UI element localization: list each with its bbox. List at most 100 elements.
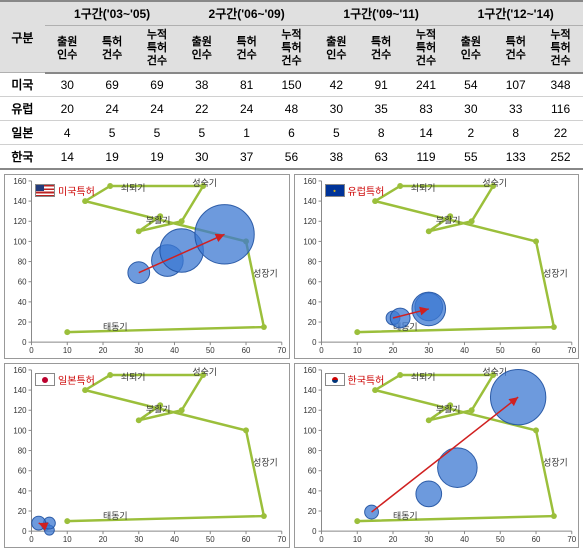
svg-text:태동기: 태동기 — [103, 322, 128, 332]
cell: 91 — [359, 73, 404, 97]
svg-text:성장기: 성장기 — [543, 269, 568, 279]
cell: 2 — [448, 121, 493, 145]
svg-text:30: 30 — [134, 346, 143, 355]
sub-header: 특허건수 — [224, 26, 269, 73]
cell: 14 — [404, 121, 449, 145]
cell: 116 — [538, 97, 583, 121]
svg-text:70: 70 — [277, 346, 286, 355]
chart-미국특허: 미국특허010203040506070020406080100120140160… — [4, 174, 290, 359]
svg-text:60: 60 — [18, 467, 27, 476]
cell: 38 — [179, 73, 224, 97]
svg-text:140: 140 — [13, 386, 27, 395]
svg-text:20: 20 — [388, 346, 397, 355]
sub-header: 출원인수 — [448, 26, 493, 73]
svg-text:0: 0 — [22, 527, 27, 536]
svg-text:60: 60 — [18, 278, 27, 287]
cell: 8 — [493, 121, 538, 145]
row-label: 미국 — [0, 73, 45, 97]
chart-한국특허: 한국특허010203040506070020406080100120140160… — [294, 363, 580, 548]
svg-text:120: 120 — [303, 217, 317, 226]
svg-text:20: 20 — [388, 535, 397, 544]
flag-icon — [35, 184, 55, 197]
cell: 20 — [45, 97, 90, 121]
svg-text:50: 50 — [206, 346, 215, 355]
svg-text:20: 20 — [307, 507, 316, 516]
svg-text:20: 20 — [99, 535, 108, 544]
cell: 30 — [45, 73, 90, 97]
cell: 48 — [269, 97, 314, 121]
flag-icon — [325, 373, 345, 386]
svg-text:0: 0 — [312, 527, 317, 536]
svg-text:50: 50 — [495, 535, 504, 544]
svg-text:쇠퇴기: 쇠퇴기 — [121, 183, 146, 193]
chart-title: 미국특허 — [35, 183, 95, 198]
cell: 30 — [314, 97, 359, 121]
svg-text:140: 140 — [303, 386, 317, 395]
svg-text:80: 80 — [18, 258, 27, 267]
cell: 1 — [224, 121, 269, 145]
sub-header: 출원인수 — [45, 26, 90, 73]
cell: 5 — [179, 121, 224, 145]
cell: 30 — [179, 145, 224, 170]
cell: 241 — [404, 73, 449, 97]
cell: 6 — [269, 121, 314, 145]
svg-text:0: 0 — [22, 338, 27, 347]
sub-header: 누적특허건수 — [135, 26, 180, 73]
cell: 24 — [135, 97, 180, 121]
svg-text:60: 60 — [242, 346, 251, 355]
svg-text:40: 40 — [460, 346, 469, 355]
svg-text:10: 10 — [63, 535, 72, 544]
svg-text:0: 0 — [319, 346, 324, 355]
sub-header: 출원인수 — [179, 26, 224, 73]
svg-text:성장기: 성장기 — [253, 269, 278, 279]
svg-text:부활기: 부활기 — [146, 403, 171, 414]
cell: 22 — [538, 121, 583, 145]
cell: 150 — [269, 73, 314, 97]
cell: 37 — [224, 145, 269, 170]
cell: 4 — [45, 121, 90, 145]
cell: 24 — [224, 97, 269, 121]
svg-text:160: 160 — [13, 366, 27, 375]
svg-text:40: 40 — [170, 535, 179, 544]
svg-text:0: 0 — [29, 346, 34, 355]
col-period-1: 1구간('03~'05) — [45, 1, 180, 26]
svg-text:태동기: 태동기 — [103, 511, 128, 521]
cell: 19 — [135, 145, 180, 170]
svg-text:40: 40 — [460, 535, 469, 544]
svg-text:20: 20 — [18, 507, 27, 516]
col-period-2: 2구간('06~'09) — [179, 1, 314, 26]
cell: 252 — [538, 145, 583, 170]
svg-text:120: 120 — [303, 406, 317, 415]
cell: 22 — [179, 97, 224, 121]
cell: 38 — [314, 145, 359, 170]
svg-text:성숙기: 성숙기 — [192, 178, 217, 188]
svg-text:80: 80 — [307, 258, 316, 267]
svg-text:10: 10 — [352, 535, 361, 544]
chart-svg: 010203040506070020406080100120140160태동기성… — [5, 175, 289, 358]
cell: 35 — [359, 97, 404, 121]
cell: 133 — [493, 145, 538, 170]
patent-table: 구분 1구간('03~'05) 2구간('06~'09) 1구간('09~'11… — [0, 0, 583, 170]
svg-text:부활기: 부활기 — [435, 214, 460, 225]
sub-header: 특허건수 — [90, 26, 135, 73]
col-category: 구분 — [0, 1, 45, 73]
svg-text:쇠퇴기: 쇠퇴기 — [410, 372, 435, 382]
svg-text:70: 70 — [277, 535, 286, 544]
svg-text:140: 140 — [303, 197, 317, 206]
cell: 81 — [224, 73, 269, 97]
cell: 14 — [45, 145, 90, 170]
svg-text:60: 60 — [307, 467, 316, 476]
cell: 5 — [314, 121, 359, 145]
cell: 30 — [448, 97, 493, 121]
svg-text:60: 60 — [531, 535, 540, 544]
svg-text:0: 0 — [312, 338, 317, 347]
cell: 63 — [359, 145, 404, 170]
svg-text:성숙기: 성숙기 — [482, 178, 507, 188]
svg-text:40: 40 — [170, 346, 179, 355]
svg-text:쇠퇴기: 쇠퇴기 — [410, 183, 435, 193]
svg-text:100: 100 — [13, 237, 27, 246]
svg-text:40: 40 — [18, 298, 27, 307]
svg-text:140: 140 — [13, 197, 27, 206]
row-label: 유럽 — [0, 97, 45, 121]
svg-text:40: 40 — [307, 487, 316, 496]
